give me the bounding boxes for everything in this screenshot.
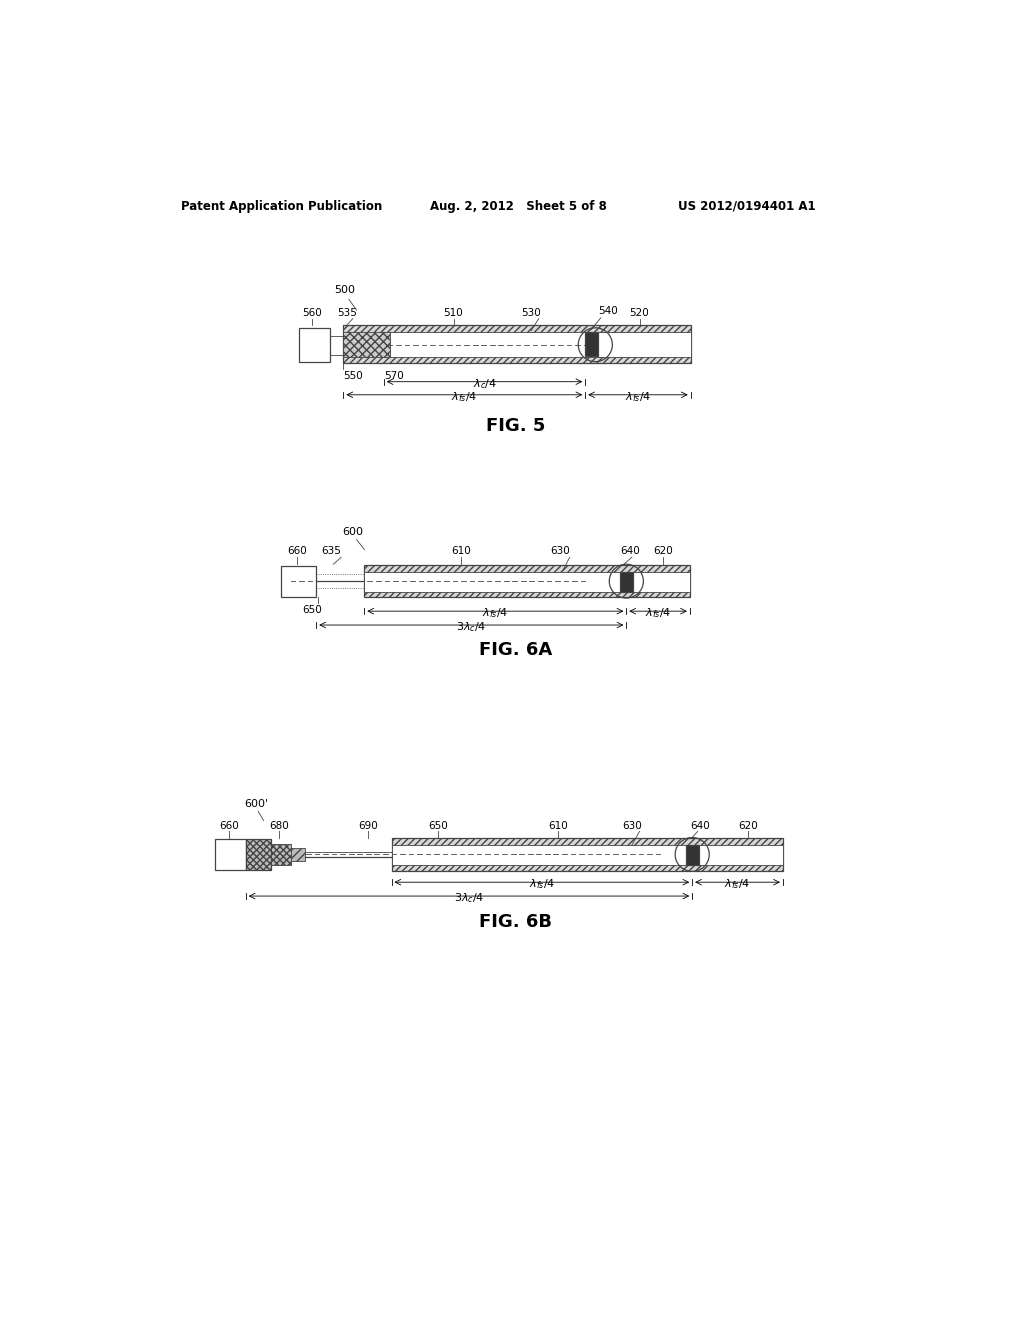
Text: FIG. 6A: FIG. 6A — [479, 640, 552, 659]
Bar — [281, 566, 316, 598]
Bar — [686, 845, 699, 866]
Text: 660: 660 — [287, 546, 307, 557]
Text: 640: 640 — [690, 821, 710, 830]
Text: 600: 600 — [342, 527, 364, 537]
Bar — [384, 331, 626, 358]
Text: $\lambda_c/4$: $\lambda_c/4$ — [472, 378, 497, 391]
Text: 620: 620 — [738, 821, 758, 830]
Bar — [391, 845, 686, 866]
Bar — [699, 845, 783, 866]
Text: 660: 660 — [219, 821, 239, 830]
Text: 630: 630 — [622, 821, 642, 830]
Text: 570: 570 — [384, 371, 403, 381]
Text: $\lambda_{fs}/4$: $\lambda_{fs}/4$ — [724, 878, 751, 891]
Text: 540: 540 — [599, 306, 618, 317]
Text: 620: 620 — [653, 546, 673, 557]
Bar — [271, 843, 291, 866]
Bar — [586, 331, 598, 356]
Bar — [365, 572, 621, 591]
Text: 680: 680 — [269, 821, 289, 830]
Text: $\lambda_{fs}/4$: $\lambda_{fs}/4$ — [482, 607, 509, 620]
Bar — [291, 847, 305, 862]
Bar — [343, 325, 690, 363]
Bar — [299, 327, 330, 362]
Text: 510: 510 — [443, 308, 464, 318]
Text: 640: 640 — [621, 546, 640, 557]
Text: $3\lambda_c/4$: $3\lambda_c/4$ — [454, 891, 484, 906]
Text: 500: 500 — [335, 285, 355, 296]
Bar — [633, 572, 690, 591]
Bar — [598, 331, 690, 358]
Bar — [365, 565, 690, 598]
Text: 550: 550 — [343, 371, 364, 381]
Text: 650: 650 — [428, 821, 447, 830]
Text: 610: 610 — [452, 546, 471, 557]
Text: 610: 610 — [548, 821, 568, 830]
Bar — [343, 331, 390, 358]
Text: Patent Application Publication: Patent Application Publication — [180, 199, 382, 213]
Text: 690: 690 — [358, 821, 378, 830]
Text: 535: 535 — [337, 308, 357, 318]
Text: 600': 600' — [244, 799, 268, 809]
Text: Aug. 2, 2012   Sheet 5 of 8: Aug. 2, 2012 Sheet 5 of 8 — [430, 199, 607, 213]
Text: $3\lambda_c/4$: $3\lambda_c/4$ — [456, 620, 486, 634]
Text: $\lambda_{fs}/4$: $\lambda_{fs}/4$ — [645, 607, 672, 620]
Bar — [215, 840, 246, 870]
Text: 635: 635 — [322, 546, 341, 557]
Text: $\lambda_{fs}/4$: $\lambda_{fs}/4$ — [452, 391, 477, 404]
Text: 650: 650 — [302, 605, 322, 615]
Text: FIG. 5: FIG. 5 — [485, 417, 545, 436]
Text: 630: 630 — [551, 546, 570, 557]
Text: US 2012/0194401 A1: US 2012/0194401 A1 — [678, 199, 816, 213]
Text: FIG. 6B: FIG. 6B — [479, 913, 552, 931]
Text: 520: 520 — [630, 308, 649, 318]
Text: $\lambda_{fs}/4$: $\lambda_{fs}/4$ — [528, 878, 555, 891]
Bar — [621, 572, 633, 591]
Text: 560: 560 — [302, 308, 322, 318]
Bar — [246, 840, 271, 870]
Text: 530: 530 — [521, 308, 541, 318]
Bar — [391, 838, 783, 871]
Text: $\lambda_{fs}/4$: $\lambda_{fs}/4$ — [625, 391, 651, 404]
